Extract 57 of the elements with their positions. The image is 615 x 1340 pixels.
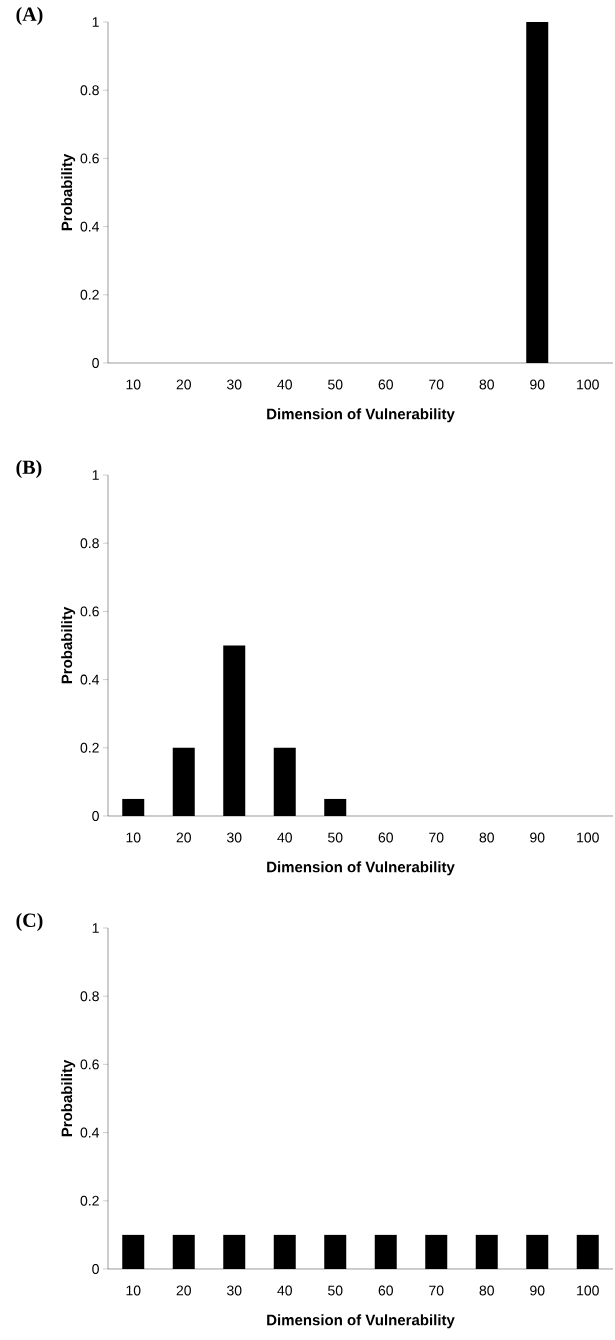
chart-title: (A) [16,6,43,26]
y-tick-label: 0.2 [80,742,99,753]
y-tick-label: 0.6 [80,1059,99,1070]
x-tick-label: 100 [577,1285,599,1296]
y-tick-label: 1 [92,17,99,27]
x-tick-label: 40 [277,379,292,390]
x-tick-label: 60 [378,832,393,843]
x-tick-label: 10 [126,1285,141,1296]
y-tick-label: 0 [92,811,99,821]
y-tick-label: 0.8 [80,991,99,1002]
y-tick-label: 0.4 [80,221,100,232]
chart-title: (C) [16,912,43,932]
x-tick-label: 10 [126,832,141,843]
y-axis-title: Probability [61,153,76,231]
x-tick-label: 40 [277,832,292,843]
y-axis-title: Probability [61,1059,76,1137]
x-tick-label: 100 [577,832,599,843]
x-tick-label: 70 [429,832,444,843]
x-tick-label: 60 [378,379,393,390]
y-tick-label: 0 [92,358,99,368]
y-axis-title: Probability [61,606,76,684]
y-tick-label: 0.6 [80,606,99,617]
x-tick-label: 50 [328,1285,343,1296]
y-tick-label: 0.4 [80,674,100,685]
x-tick-label: 20 [176,379,191,390]
x-axis-title: Dimension of Vulnerability [267,861,455,876]
x-tick-label: 20 [176,1285,191,1296]
x-tick-label: 30 [226,832,242,843]
x-tick-label: 90 [530,379,545,390]
x-tick-label: 30 [226,379,242,390]
y-tick-label: 0.2 [80,1195,99,1206]
x-tick-label: 100 [577,379,599,390]
y-tick-label: 0.4 [80,1127,100,1138]
x-axis-title: Dimension of Vulnerability [267,1314,455,1329]
x-tick-label: 30 [226,1285,242,1296]
y-tick-label: 0.8 [80,85,99,96]
x-tick-label: 70 [429,379,444,390]
x-tick-label: 60 [378,1285,393,1296]
y-tick-label: 1 [92,923,99,933]
x-tick-label: 90 [530,1285,545,1296]
x-tick-label: 40 [277,1285,292,1296]
y-tick-label: 0.6 [80,153,99,164]
x-tick-label: 10 [126,379,141,390]
x-tick-label: 50 [328,832,343,843]
x-tick-label: 70 [429,1285,444,1296]
x-axis-title: Dimension of Vulnerability [267,408,455,423]
x-tick-label: 90 [530,832,545,843]
y-tick-label: 0 [92,1264,99,1274]
y-tick-label: 1 [92,470,99,480]
y-tick-label: 0.8 [80,538,99,549]
x-tick-label: 80 [479,379,494,390]
chart-title: (B) [16,459,42,479]
x-tick-label: 20 [176,832,191,843]
y-tick-label: 0.2 [80,289,99,300]
x-tick-label: 80 [479,1285,494,1296]
x-tick-label: 80 [479,832,494,843]
x-tick-label: 50 [328,379,343,390]
